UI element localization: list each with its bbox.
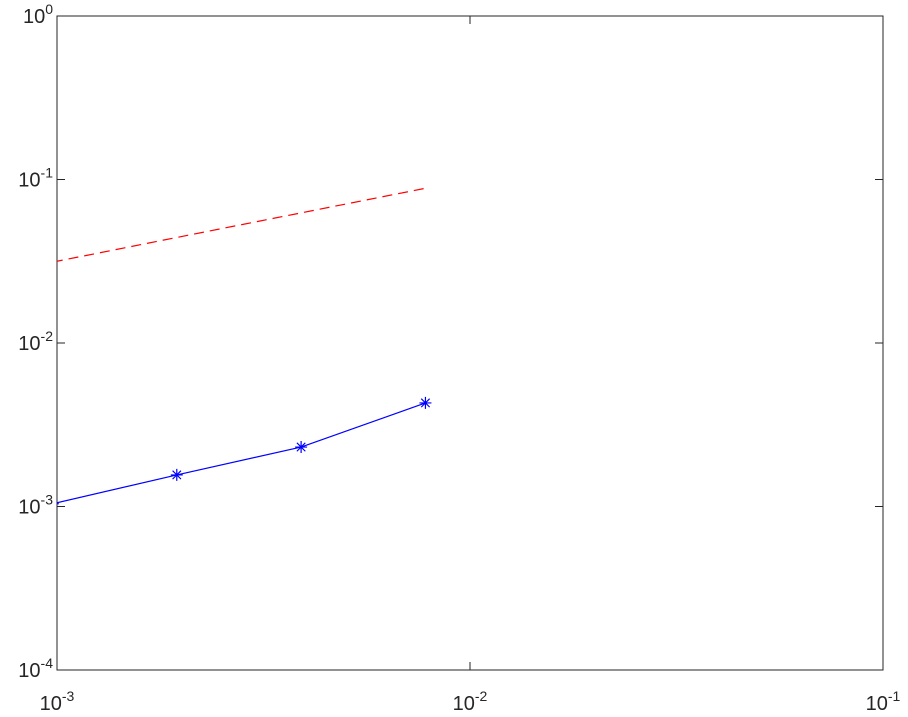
x-tick-label: 10-1 [866,688,901,715]
y-tick-label: 10-1 [18,165,53,192]
y-tick-label: 10-2 [18,328,53,355]
series-line [57,402,426,504]
axes-box [56,15,884,671]
y-tick-label: 10-4 [18,655,53,682]
x-tick-label: 10-3 [40,688,75,715]
marker [170,468,183,481]
marker [295,441,308,454]
marker [419,396,432,409]
x-tick-label: 10-2 [453,688,488,715]
y-tick-label: 10-3 [18,492,53,519]
plot-area [57,187,432,508]
series-line [57,187,426,262]
y-tick-label: 100 [23,1,53,28]
